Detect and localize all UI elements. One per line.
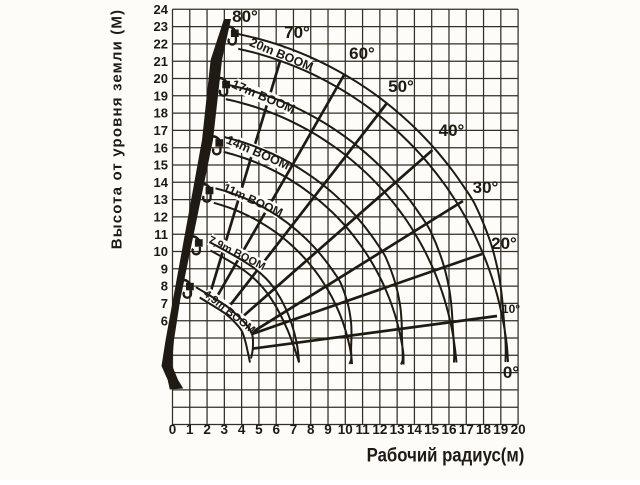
svg-text:16: 16 — [441, 422, 457, 437]
svg-text:18: 18 — [476, 422, 492, 437]
svg-text:17: 17 — [154, 123, 168, 138]
svg-text:10: 10 — [154, 244, 168, 259]
svg-text:15: 15 — [424, 422, 440, 437]
svg-text:Рабочий радиус(м): Рабочий радиус(м) — [367, 444, 525, 465]
svg-text:14: 14 — [154, 175, 169, 190]
svg-text:20°: 20° — [491, 234, 517, 253]
svg-text:4: 4 — [238, 422, 246, 437]
svg-text:9: 9 — [324, 422, 332, 437]
svg-text:18: 18 — [154, 106, 168, 121]
svg-text:16: 16 — [154, 140, 168, 155]
svg-text:1: 1 — [186, 422, 194, 437]
svg-text:17: 17 — [459, 422, 474, 437]
svg-text:40°: 40° — [439, 121, 465, 140]
svg-text:12: 12 — [154, 210, 168, 225]
svg-text:20: 20 — [154, 71, 168, 86]
svg-text:24: 24 — [154, 2, 169, 17]
svg-text:13: 13 — [390, 422, 406, 437]
svg-text:3: 3 — [221, 422, 229, 437]
svg-text:11: 11 — [154, 227, 168, 242]
svg-text:7: 7 — [161, 296, 168, 311]
svg-text:60°: 60° — [349, 44, 375, 63]
svg-text:80°: 80° — [232, 7, 258, 26]
svg-text:15: 15 — [154, 158, 168, 173]
svg-text:30°: 30° — [473, 178, 499, 197]
svg-text:13: 13 — [154, 192, 168, 207]
svg-text:11: 11 — [355, 422, 370, 437]
svg-text:50°: 50° — [388, 77, 414, 96]
svg-text:22: 22 — [154, 37, 168, 52]
svg-text:0: 0 — [169, 422, 177, 437]
svg-text:9: 9 — [161, 261, 168, 276]
svg-text:8: 8 — [307, 422, 315, 437]
svg-text:12: 12 — [372, 422, 387, 437]
svg-text:19: 19 — [493, 422, 508, 437]
svg-text:5: 5 — [255, 422, 263, 437]
svg-text:7: 7 — [290, 422, 298, 437]
svg-text:19: 19 — [154, 88, 168, 103]
svg-text:2: 2 — [203, 422, 211, 437]
svg-text:8: 8 — [161, 279, 168, 294]
svg-text:Высота от уровня земли (М): Высота от уровня земли (М) — [109, 9, 126, 249]
svg-text:14: 14 — [407, 422, 423, 437]
svg-text:6: 6 — [161, 313, 168, 328]
svg-text:10: 10 — [338, 422, 353, 437]
svg-text:0°: 0° — [503, 363, 519, 382]
svg-text:21: 21 — [154, 54, 168, 69]
svg-text:10°: 10° — [502, 302, 520, 316]
svg-text:70°: 70° — [284, 23, 310, 42]
svg-text:20: 20 — [511, 422, 526, 437]
svg-text:6: 6 — [272, 422, 280, 437]
svg-text:23: 23 — [154, 19, 168, 34]
